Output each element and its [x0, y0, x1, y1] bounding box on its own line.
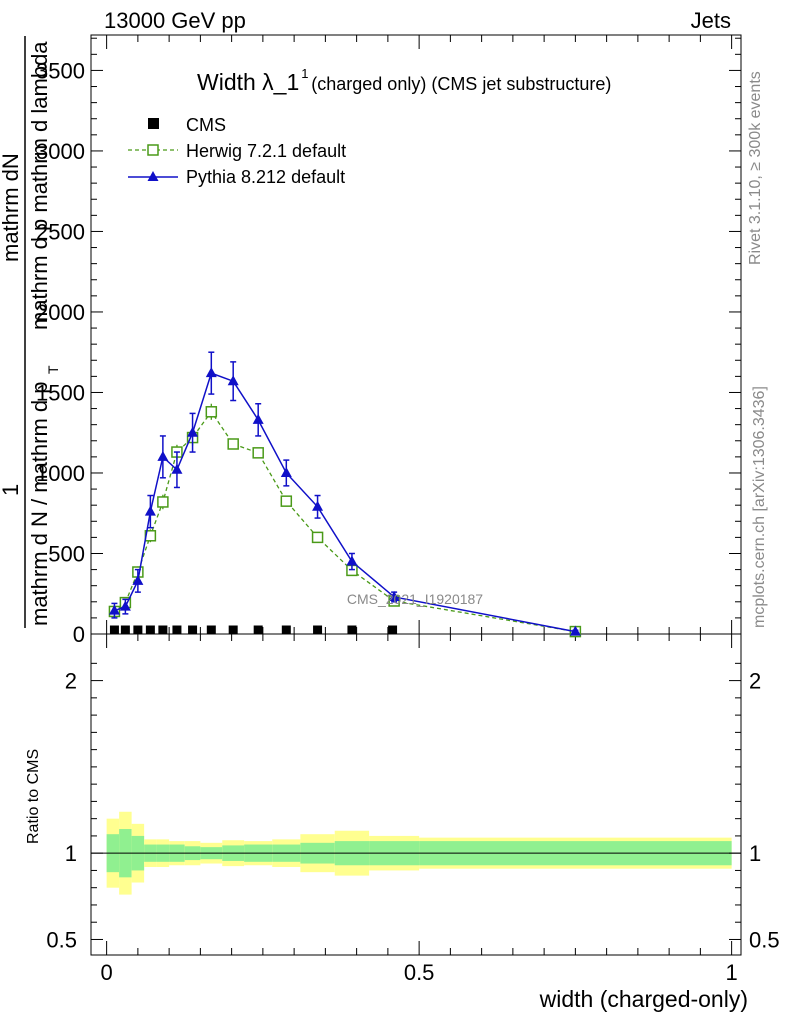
x-axis-label: width (charged-only) [539, 986, 748, 1012]
pythia-line [114, 372, 576, 633]
pythia-marker [252, 413, 264, 424]
y-tick-label: 2500 [36, 219, 85, 244]
pythia-marker [187, 426, 199, 437]
y-axis-label-one: 1 [0, 484, 23, 496]
herwig-marker [280, 495, 293, 507]
pythia-marker [119, 600, 131, 611]
y-tick-label: 3000 [36, 139, 85, 164]
y-tick-label: 1500 [36, 380, 85, 405]
ratio-plot-frame [90, 633, 742, 956]
ratio-y-tick-label: 1 [65, 841, 77, 866]
cms-marker [206, 625, 216, 635]
header-jets-label: Jets [691, 8, 731, 33]
plot-title-main: Width λ_1 [197, 69, 299, 95]
y-axis-label-numerator-2: mathrm d p mathrm d lambda [27, 41, 52, 330]
y-tick-label: 3500 [36, 58, 85, 83]
legend-cms-label: CMS [186, 115, 226, 135]
legend-herwig-marker [147, 144, 159, 156]
ratio-y-tick-label-right: 0.5 [749, 927, 780, 952]
pythia-marker [132, 574, 144, 585]
header-energy-label: 13000 GeV pp [104, 8, 246, 33]
pythia-marker [144, 505, 156, 516]
cms-marker [347, 625, 357, 635]
cms-marker [281, 625, 291, 635]
pythia-marker [205, 367, 217, 378]
y-axis-label-denominator: mathrm d N / mathrm d p [27, 381, 52, 626]
plot-title-rest: (charged only) (CMS jet substructure) [311, 74, 611, 94]
ratio-y-tick-label-right: 2 [749, 669, 761, 694]
pythia-marker [346, 555, 358, 566]
herwig-line [114, 410, 576, 633]
analysis-watermark: CMS_2021_I1920187 [347, 591, 483, 607]
ratio-y-axis-label: Ratio to CMS [25, 749, 42, 844]
mcplots-url-label: mcplots.cern.ch [arXiv:1306.3436] [751, 386, 768, 628]
cms-marker [228, 625, 238, 635]
herwig-marker [205, 406, 218, 418]
legend-cms-marker [148, 118, 159, 129]
herwig-marker [252, 447, 264, 459]
plot-title-superscript: 1 [301, 66, 308, 81]
pythia-marker [388, 590, 400, 601]
ratio-y-tick-label: 2 [65, 669, 77, 694]
legend-pythia-label: Pythia 8.212 default [186, 167, 345, 187]
y-tick-label: 500 [48, 541, 85, 566]
cms-marker [388, 625, 398, 635]
herwig-marker [311, 531, 324, 544]
pythia-marker [312, 500, 324, 511]
cms-marker [253, 625, 263, 635]
cms-marker [172, 625, 182, 635]
cms-marker [188, 625, 198, 635]
cms-marker [158, 625, 168, 635]
pythia-marker [171, 463, 183, 474]
ratio-y-tick-label-right: 1 [749, 841, 761, 866]
rivet-version-label: Rivet 3.1.10, ≥ 300k events [747, 71, 764, 265]
cms-marker [120, 625, 130, 635]
cms-marker [133, 625, 143, 635]
legend-herwig-label: Herwig 7.2.1 default [186, 141, 346, 161]
x-tick-label: 0 [101, 960, 113, 985]
cms-marker [145, 625, 155, 635]
herwig-marker [227, 438, 239, 450]
y-tick-label: 2000 [36, 300, 85, 325]
x-tick-label: 0.5 [404, 960, 435, 985]
y-tick-label: 1000 [36, 461, 85, 486]
y-axis-label-numerator: mathrm dN [0, 153, 23, 262]
legend-pythia-marker [147, 171, 159, 181]
pythia-marker [227, 375, 239, 386]
cms-marker [313, 625, 323, 635]
pythia-marker [157, 450, 169, 461]
herwig-marker [157, 496, 169, 508]
pythia-marker [280, 466, 292, 477]
ratio-y-tick-label: 0.5 [46, 927, 77, 952]
y-tick-label: 0 [73, 622, 85, 647]
cms-marker [109, 625, 119, 635]
y-axis-label-subscript: T [45, 365, 61, 374]
pythia-marker [569, 625, 581, 636]
pythia-marker [108, 604, 120, 615]
x-tick-label: 1 [726, 960, 738, 985]
